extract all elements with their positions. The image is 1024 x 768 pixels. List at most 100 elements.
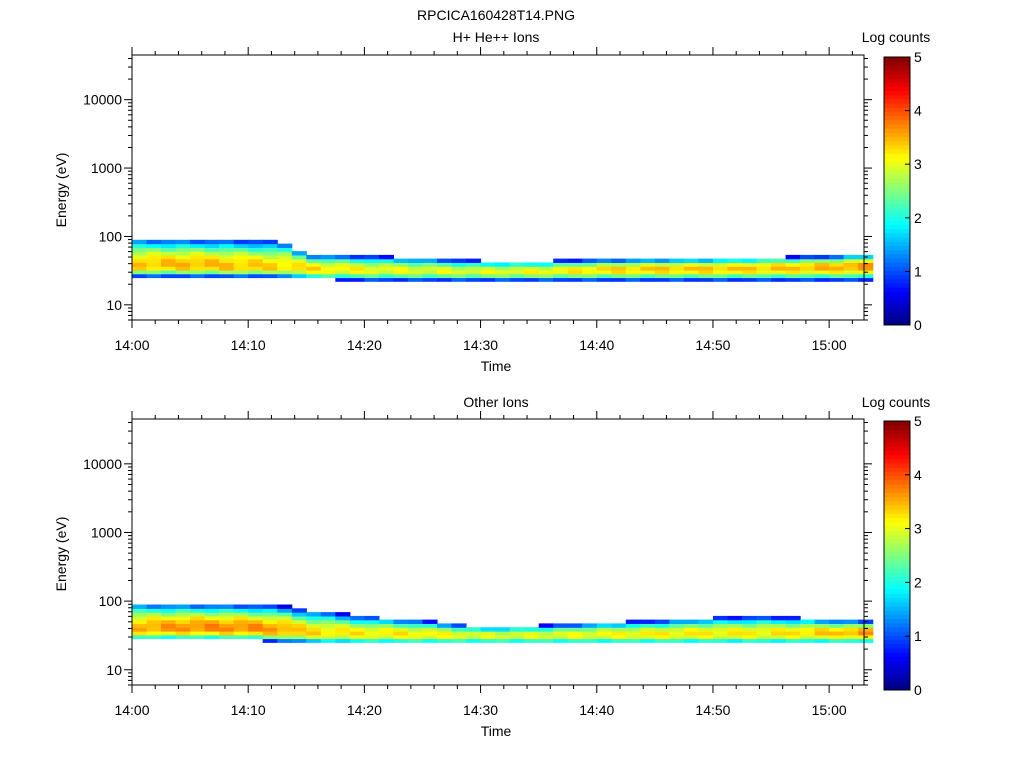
heatmap-cell — [349, 266, 365, 271]
heatmap-cell — [669, 631, 685, 636]
heatmap-cell — [785, 627, 801, 632]
heatmap-cell — [204, 239, 220, 245]
heatmap-cell — [204, 623, 220, 628]
heatmap-cell — [814, 258, 830, 263]
colorbar-segment — [884, 442, 910, 447]
colorbar-segment — [884, 492, 910, 498]
heatmap-cell — [175, 619, 191, 624]
heatmap-cell — [393, 627, 409, 632]
heatmap-cell — [175, 608, 191, 613]
colorbar-segment — [884, 178, 910, 184]
heatmap-cell — [146, 623, 162, 628]
heatmap-cell — [233, 619, 249, 624]
heatmap-cell — [262, 612, 278, 617]
heatmap-cell — [219, 615, 235, 621]
heatmap-cell — [233, 266, 249, 271]
heatmap-cell — [437, 262, 453, 267]
colorbar-segment — [884, 614, 910, 620]
heatmap-cell — [320, 627, 336, 632]
heatmap-cell — [291, 623, 307, 628]
heatmap-cell — [524, 262, 540, 267]
colorbar-segment — [884, 538, 910, 544]
x-axis-label: Time — [481, 723, 512, 739]
heatmap-cell — [742, 273, 758, 279]
heatmap-cell — [378, 623, 394, 628]
heatmap-cell — [190, 634, 206, 640]
heatmap-cell — [175, 604, 191, 609]
heatmap-cell — [262, 243, 278, 248]
panel-other-ions: Other Ions Log counts Time Energy (eV) 1… — [53, 394, 930, 739]
heatmap-cell — [625, 627, 641, 632]
heatmap-cell — [277, 627, 293, 632]
heatmap-cell — [858, 623, 874, 628]
colorbar-segment — [884, 429, 910, 435]
heatmap-cell — [596, 623, 612, 628]
colorbar-tick-label: 2 — [914, 574, 922, 590]
heatmap-cell — [713, 627, 729, 632]
heatmap-cell — [175, 615, 191, 621]
heatmap-cell — [495, 266, 511, 271]
colorbar-segment — [884, 500, 910, 506]
heatmap-cell — [219, 251, 235, 256]
heatmap-cell — [277, 631, 293, 636]
heatmap-cell — [713, 619, 729, 624]
x-tick-label: 14:30 — [463, 337, 498, 353]
heatmap-cell — [858, 258, 874, 263]
heatmap-cell — [233, 269, 249, 275]
heatmap-cell — [553, 638, 569, 643]
heatmap-cell — [538, 277, 554, 282]
heatmap-cell — [756, 638, 772, 643]
heatmap-cell — [248, 604, 264, 609]
heatmap-cell — [800, 269, 816, 275]
heatmap-cell — [204, 619, 220, 624]
heatmap-cell — [495, 627, 511, 632]
y-tick-label: 1000 — [91, 160, 122, 176]
heatmap-cell — [800, 634, 816, 640]
heatmap-cell — [814, 638, 830, 643]
colorbar-segment — [884, 165, 910, 171]
heatmap-cell — [146, 239, 162, 245]
heatmap-cell — [829, 273, 845, 279]
colorbar-segment — [884, 186, 910, 192]
y-axis-label: Energy (eV) — [53, 517, 69, 592]
heatmap-cell — [262, 247, 278, 252]
heatmap-cell — [320, 258, 336, 263]
heatmap-cell — [146, 273, 162, 279]
heatmap-cell — [582, 258, 598, 263]
heatmap-cell — [291, 258, 307, 263]
heatmap-cell — [669, 258, 685, 263]
heatmap-cell — [132, 251, 148, 256]
heatmap-cell — [611, 262, 627, 267]
colorbar-segment — [884, 94, 910, 100]
x-axis-label: Time — [481, 358, 512, 374]
heatmap-cell — [814, 269, 830, 275]
heatmap-cell — [451, 258, 467, 263]
heatmap-cell — [262, 239, 278, 245]
heatmap-cell — [683, 623, 699, 628]
heatmap-cell — [306, 258, 322, 263]
heatmap-cell — [335, 612, 351, 617]
heatmap-cell — [611, 627, 627, 632]
heatmap-cell — [858, 631, 874, 636]
colorbar-segment — [884, 195, 910, 200]
colorbar-segment — [884, 593, 910, 599]
heatmap-cell — [509, 627, 525, 632]
colorbar-segment — [884, 249, 910, 255]
heatmap-cell — [756, 623, 772, 628]
heatmap-cell — [277, 269, 293, 275]
heatmap-cell — [306, 631, 322, 636]
colorbar-segment — [884, 471, 910, 477]
colorbar-segment — [884, 635, 910, 641]
heatmap-cell — [233, 258, 249, 263]
heatmap-cell — [262, 254, 278, 260]
x-tick-label: 14:00 — [114, 702, 149, 718]
colorbar-segment — [884, 664, 910, 670]
heatmap-cell — [349, 623, 365, 628]
heatmap-cell — [132, 623, 148, 628]
heatmap-cell — [567, 277, 583, 282]
heatmap-cell — [829, 634, 845, 640]
heatmap-cell — [727, 269, 743, 275]
heatmap-cell — [277, 623, 293, 628]
heatmap-cell — [640, 638, 656, 643]
